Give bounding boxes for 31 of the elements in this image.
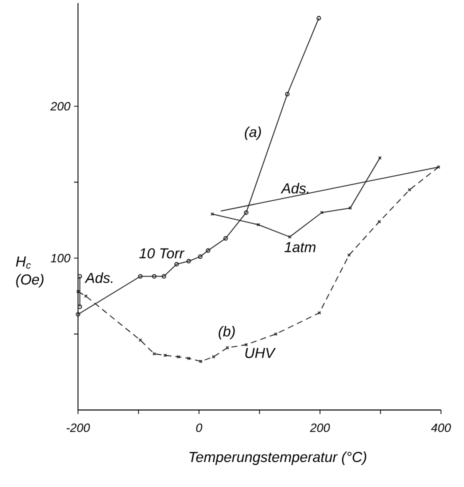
- point: [186, 258, 191, 264]
- point: [288, 235, 292, 239]
- annotation: UHV: [245, 348, 276, 358]
- point: [244, 210, 248, 215]
- annotation: (a): [244, 126, 261, 140]
- annotation: Ads.: [280, 182, 308, 194]
- point: [378, 220, 382, 224]
- point: [138, 274, 143, 279]
- point: [152, 352, 156, 356]
- x-tick-label: 400: [431, 424, 451, 432]
- point: [174, 262, 179, 266]
- annotation: 1atm: [284, 242, 316, 252]
- point: [244, 342, 248, 346]
- point: [76, 290, 80, 294]
- point: [152, 274, 156, 279]
- x-tick-label: -200: [66, 424, 90, 432]
- annotation: 10 Torr: [139, 248, 185, 258]
- y-tick-label: 100: [50, 254, 70, 262]
- point: [223, 236, 228, 241]
- annotation: (b): [218, 326, 235, 340]
- annotation: Ads.: [84, 272, 112, 284]
- x-tick-label: 200: [310, 424, 330, 432]
- point: [206, 248, 210, 253]
- point: [285, 92, 290, 96]
- point: [256, 223, 260, 226]
- x-axis-title: Temperungstemperatur (°C): [189, 452, 366, 465]
- y-axis-title: H$_{c}$ (Oe): [16, 256, 44, 288]
- point: [347, 253, 351, 257]
- point: [162, 274, 166, 279]
- point: [198, 254, 202, 259]
- x-tick-label: 0: [196, 424, 202, 432]
